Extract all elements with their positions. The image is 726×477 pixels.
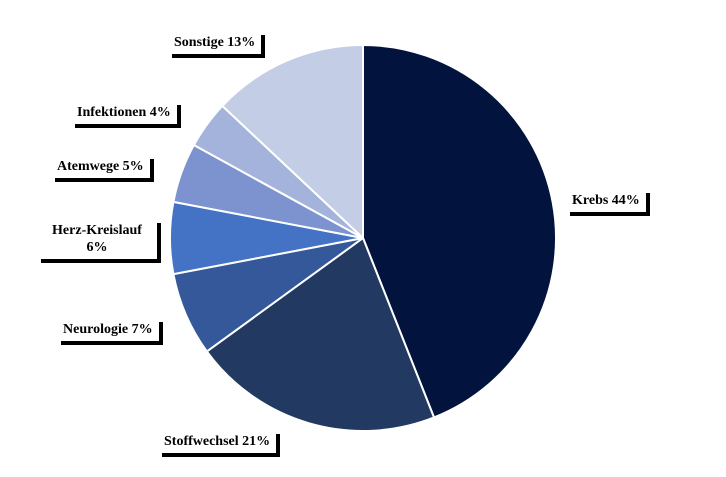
slice-label-krebs: Krebs 44% <box>566 189 646 212</box>
slice-label-sonstige: Sonstige 13% <box>168 31 262 54</box>
pie-slice-krebs <box>362 44 557 419</box>
slice-label-atemwege: Atemwege 5% <box>51 155 150 178</box>
slice-label-infektionen: Infektionen 4% <box>71 101 177 124</box>
pie-slice-stoffwechsel <box>205 237 436 432</box>
pie-slice-sonstige <box>221 44 364 239</box>
slice-label-herz-kreislauf: Herz-Kreislauf 6% <box>37 219 157 259</box>
slice-label-stoffwechsel: Stoffwechsel 21% <box>158 430 277 453</box>
slice-label-neurologie: Neurologie 7% <box>57 318 159 341</box>
